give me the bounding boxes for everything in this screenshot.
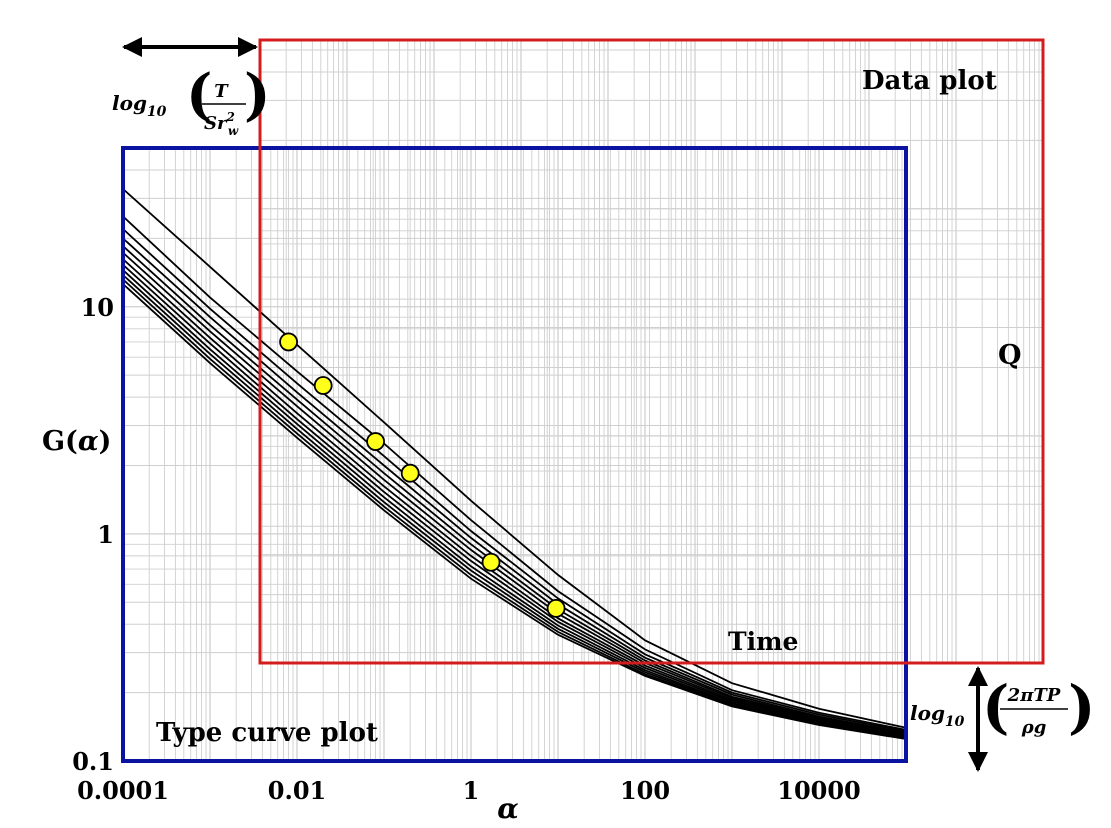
svg-text:): ) [244, 62, 271, 128]
type-curve-line [122, 258, 907, 736]
svg-text:log10: log10 [112, 91, 167, 120]
data-point [481, 552, 501, 572]
svg-text:ρg: ρg [1021, 717, 1047, 738]
svg-text:(: ( [982, 673, 1009, 741]
type-curve-frame [121, 146, 908, 763]
axis-ticks: 0.0001 0.01 1 100 10000 0.1 1 10 [72, 293, 861, 805]
data-plot-label: Data plot [862, 66, 997, 96]
type-curve-line [122, 245, 907, 735]
x-tick-label: 0.01 [268, 776, 326, 805]
type-curve-line [122, 283, 907, 740]
svg-text:2πTP: 2πTP [1007, 685, 1061, 706]
x-tick-label: 0.0001 [77, 776, 169, 805]
y-shift-formula: log10 ( 2πTP ρg ) [910, 673, 1095, 741]
y-tick-label: 1 [97, 520, 114, 549]
x-tick-label: 10000 [777, 776, 861, 805]
x-shift-formula: log10 ( T Sr2 w ) [112, 62, 271, 138]
data-plot-frame [258, 38, 1045, 665]
y-tick-label: 0.1 [72, 747, 114, 776]
svg-text:log10: log10 [910, 701, 965, 730]
gridlines [122, 40, 1043, 762]
data-point [279, 332, 298, 352]
x-tick-label: 100 [620, 776, 670, 805]
svg-text:T: T [214, 81, 229, 102]
type-curve-line [122, 264, 907, 737]
data-point [313, 376, 333, 395]
type-curve-line [122, 269, 907, 738]
data-point [400, 463, 420, 483]
type-curve-line [122, 228, 907, 733]
type-curve-line [122, 215, 907, 731]
y-axis-label: G(α) [42, 426, 111, 457]
type-curve-line [122, 188, 907, 729]
data-point [366, 432, 385, 451]
svg-text:(: ( [186, 62, 213, 128]
data-points [279, 332, 566, 618]
x-axis-label: α [497, 792, 519, 825]
svg-text:): ) [1068, 673, 1095, 741]
time-axis-label: Time [728, 627, 798, 656]
type-curves [122, 188, 907, 740]
q-axis-label: Q [998, 340, 1022, 371]
x-tick-label: 1 [463, 776, 480, 805]
type-curve-plot-label: Type curve plot [156, 718, 378, 748]
data-point [546, 598, 566, 618]
y-tick-label: 10 [81, 293, 114, 322]
type-curve-line [122, 237, 907, 734]
type-curve-line [122, 252, 907, 736]
type-curve-line [122, 278, 907, 740]
